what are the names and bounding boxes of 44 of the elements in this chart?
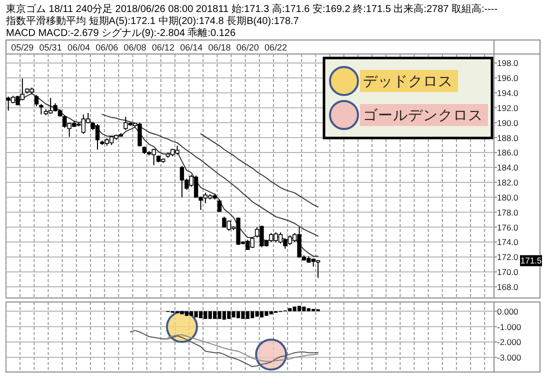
candlestick <box>180 165 184 198</box>
text: MACD MACD:-2.679 シグナル(9):-2.804 乖離:0.126 <box>6 27 236 39</box>
y-tick-label: 168.0 <box>497 282 519 292</box>
x-tick-label: 05/31 <box>39 42 62 52</box>
candlestick <box>34 94 39 107</box>
y-tick-label: 194.0 <box>497 88 519 98</box>
x-tick-label: 06/14 <box>180 42 203 52</box>
y-tick-label: -1.000 <box>497 322 522 332</box>
y-tick-label: -2.000 <box>497 337 522 348</box>
chart-subtitle: 指数平滑移動平均 短期A(5):172.1 中期(20):174.8 長期B(40):178.7 <box>5 15 300 27</box>
x-tick-label: 06/04 <box>67 42 90 52</box>
y-tick-label: 188.0 <box>497 132 519 143</box>
y-tick-label: 172.0 <box>497 252 519 262</box>
y-tick-label: 190.0 <box>497 118 519 128</box>
text: 171.5 <box>520 256 542 266</box>
y-tick-label: 0.000 <box>497 306 519 316</box>
y-tick-label: 192.0 <box>497 102 519 113</box>
line-series <box>130 330 319 368</box>
x-tick-label: 06/20 <box>236 42 259 52</box>
x-tick-label: 05/29 <box>11 42 34 52</box>
y-tick-label: 182.0 <box>497 178 519 188</box>
y-tick-label: 184.0 <box>497 162 519 173</box>
candlestick <box>217 199 222 212</box>
line-series <box>102 114 319 237</box>
x-tick-label: 06/08 <box>124 42 146 52</box>
x-tick-label: 06/18 <box>208 42 231 52</box>
y-tick-label: 180.0 <box>497 192 519 202</box>
y-tick-label: 186.0 <box>497 148 519 158</box>
line-series <box>8 93 319 257</box>
y-tick-label: 178.0 <box>497 207 519 218</box>
line-series <box>200 133 319 208</box>
y-tick-label: 176.0 <box>497 222 519 232</box>
y-tick-label: 196.0 <box>497 73 519 84</box>
x-tick-label: 06/12 <box>152 42 174 52</box>
y-tick-label: -3.000 <box>497 352 522 363</box>
y-tick-label: 170.0 <box>497 267 519 278</box>
legend-label: ゴールデンクロス <box>363 107 483 124</box>
y-tick-label: 174.0 <box>497 237 519 248</box>
x-tick-label: 06/06 <box>96 42 118 52</box>
x-tick-label: 06/22 <box>264 42 288 52</box>
candlestick <box>39 103 44 115</box>
legend-label: デッドクロス <box>363 74 453 90</box>
chart-title: 東京ゴム 18/11 240分足 2018/06/26 08:00 201811 始:171.3 高:171.6 安:169.2 終:171.5 出来高:2787 取組高:---- <box>6 3 498 15</box>
y-tick-label: 198.0 <box>497 58 519 68</box>
